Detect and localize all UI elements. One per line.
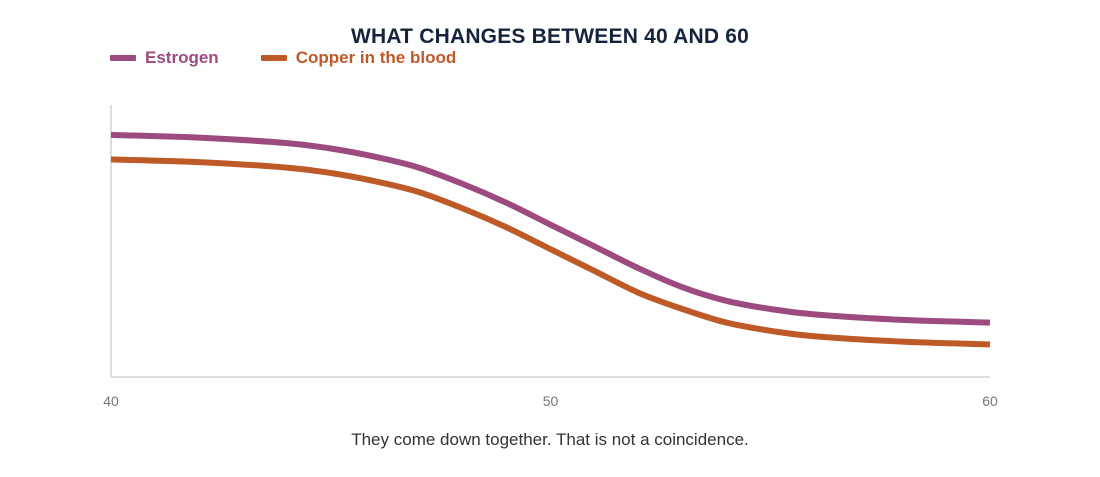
x-tick-label: 50 — [543, 393, 559, 409]
chart-legend: Estrogen Copper in the blood — [110, 48, 498, 68]
legend-item-copper: Copper in the blood — [260, 48, 457, 68]
legend-swatch-estrogen — [110, 55, 136, 61]
x-tick-label: 60 — [982, 393, 998, 409]
legend-label-copper: Copper in the blood — [295, 48, 457, 67]
legend-swatch-copper — [260, 55, 287, 61]
legend-label-estrogen: Estrogen — [145, 48, 219, 67]
x-tick-labels: 40 50 60 — [103, 393, 998, 409]
legend-item-estrogen: Estrogen — [110, 48, 219, 68]
series-line-copper — [110, 156, 991, 348]
series-line-estrogen — [110, 131, 991, 326]
chart-caption: They come down together. That is not a c… — [351, 430, 749, 449]
x-tick-label: 40 — [103, 393, 119, 409]
series-group — [110, 131, 991, 348]
chart-title: WHAT CHANGES BETWEEN 40 AND 60 — [350, 25, 750, 48]
